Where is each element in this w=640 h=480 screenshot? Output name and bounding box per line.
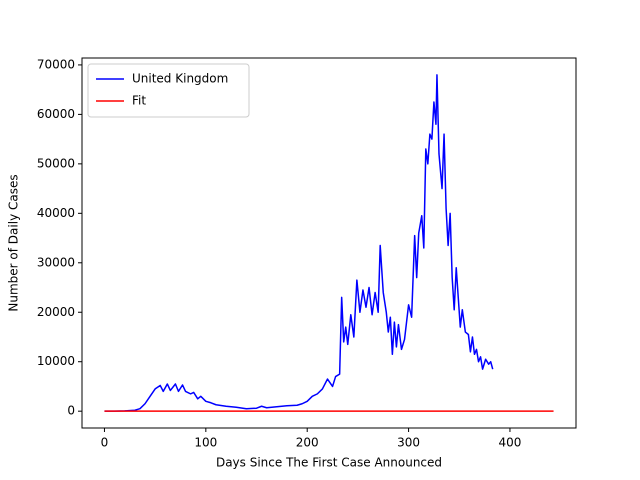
- plot-area: [82, 58, 576, 428]
- plot-layer: [104, 74, 554, 412]
- y-tick-label: 30000: [37, 255, 75, 269]
- x-axis-label: Days Since The First Case Announced: [216, 456, 442, 470]
- x-tick-label: 0: [101, 436, 109, 450]
- y-tick-label: 70000: [37, 57, 75, 71]
- y-tick-label: 40000: [37, 206, 75, 220]
- y-axis-label: Number of Daily Cases: [7, 174, 21, 311]
- x-tick-label: 300: [397, 436, 420, 450]
- x-tick-label: 400: [499, 436, 522, 450]
- legend: United Kingdom Fit: [87, 63, 250, 118]
- y-tick-label: 0: [67, 404, 75, 418]
- y-tick-label: 60000: [37, 107, 75, 121]
- y-tick-label: 10000: [37, 354, 75, 368]
- legend-box: [87, 63, 250, 118]
- y-tick-label: 50000: [37, 156, 75, 170]
- axes-frame: [81, 57, 577, 429]
- legend-label: United Kingdom: [132, 72, 228, 86]
- x-tick-label: 100: [194, 436, 217, 450]
- x-tick-label: 200: [296, 436, 319, 450]
- series-line: [104, 74, 494, 412]
- y-tick-label: 20000: [37, 305, 75, 319]
- legend-label: Fit: [132, 94, 146, 108]
